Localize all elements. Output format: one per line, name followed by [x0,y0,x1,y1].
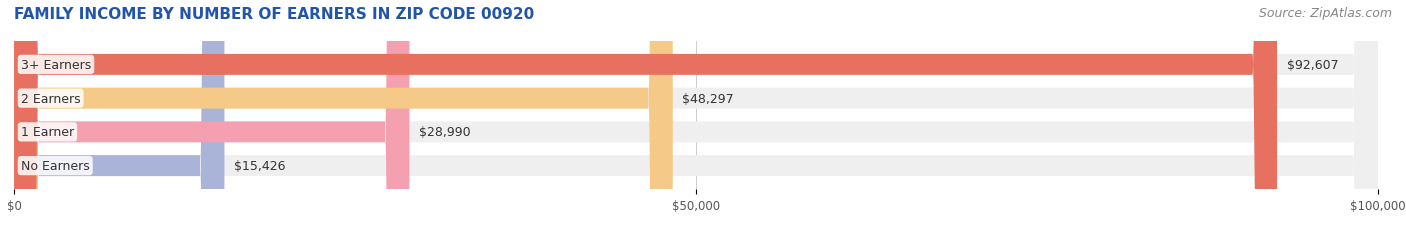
Text: 2 Earners: 2 Earners [21,92,80,105]
Text: No Earners: No Earners [21,159,90,172]
Text: $92,607: $92,607 [1286,59,1339,72]
FancyBboxPatch shape [14,0,1378,231]
FancyBboxPatch shape [14,0,1378,231]
Text: 3+ Earners: 3+ Earners [21,59,91,72]
Text: $15,426: $15,426 [233,159,285,172]
Text: 1 Earner: 1 Earner [21,126,75,139]
Text: FAMILY INCOME BY NUMBER OF EARNERS IN ZIP CODE 00920: FAMILY INCOME BY NUMBER OF EARNERS IN ZI… [14,7,534,22]
FancyBboxPatch shape [14,0,1277,231]
Text: Source: ZipAtlas.com: Source: ZipAtlas.com [1258,7,1392,20]
FancyBboxPatch shape [14,0,1378,231]
Text: $28,990: $28,990 [419,126,471,139]
FancyBboxPatch shape [14,0,1378,231]
FancyBboxPatch shape [14,0,672,231]
FancyBboxPatch shape [14,0,409,231]
Text: $48,297: $48,297 [682,92,734,105]
FancyBboxPatch shape [14,0,225,231]
